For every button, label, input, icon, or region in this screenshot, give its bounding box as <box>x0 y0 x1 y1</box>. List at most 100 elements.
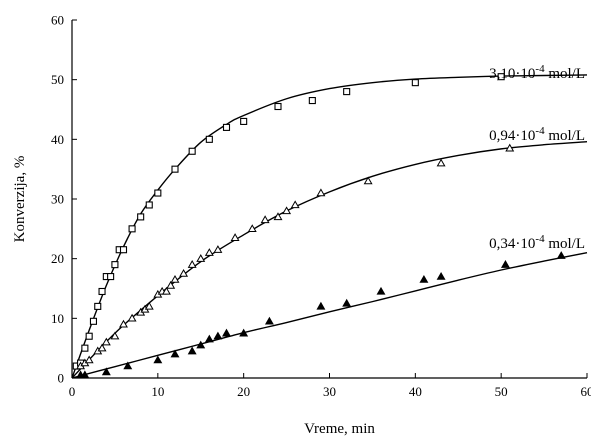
data-point-series-0 <box>119 246 128 254</box>
data-point-series-0 <box>308 97 316 105</box>
data-point-series-1 <box>166 280 176 289</box>
series-label-exponent: -4 <box>535 125 545 137</box>
data-point-series-2 <box>436 271 446 280</box>
data-point-series-2 <box>80 370 90 379</box>
data-point-series-1 <box>230 233 240 241</box>
data-point-series-1 <box>316 188 326 197</box>
data-point-series-1 <box>127 313 137 322</box>
data-point-series-1 <box>97 343 107 352</box>
series-label-1: 0,94·10-4 mol/L <box>489 125 585 144</box>
data-point-series-0 <box>128 225 136 233</box>
series-label-exponent: -4 <box>535 233 545 245</box>
data-point-series-0 <box>411 79 419 87</box>
data-point-series-0 <box>222 123 231 131</box>
data-point-series-1 <box>144 301 154 310</box>
fit-curves <box>71 74 588 379</box>
axes: 0 10 20 30 40 50 60 0 10 20 30 40 50 60 <box>51 13 591 400</box>
data-point-series-1 <box>196 254 206 262</box>
data-point-series-0 <box>107 273 115 281</box>
data-point-series-0 <box>171 165 179 173</box>
y-tick-label: 20 <box>51 251 64 266</box>
data-point-series-0 <box>274 102 282 111</box>
data-point-series-1 <box>247 224 257 233</box>
data-point-series-1 <box>170 274 180 283</box>
x-tick-label: 0 <box>69 384 76 399</box>
data-point-series-1 <box>505 143 515 152</box>
data-point-series-0 <box>111 261 119 269</box>
data-point-series-1 <box>187 260 197 268</box>
data-point-series-0 <box>85 332 93 340</box>
data-point-series-0 <box>137 213 145 221</box>
data-point-series-1 <box>213 245 223 253</box>
data-point-series-2 <box>153 355 163 364</box>
series-label-unit: mol/L <box>545 128 585 144</box>
y-axis-label: Konverzija, % <box>12 156 28 243</box>
data-point-series-1 <box>363 176 373 185</box>
y-tick-label: 10 <box>51 311 64 326</box>
series-label-2: 0,34·10-4 mol/L <box>489 233 585 252</box>
data-point-series-1 <box>179 268 189 277</box>
data-point-series-0 <box>154 189 162 197</box>
series-label-base: 3,10·10 <box>489 66 535 82</box>
series-labels: 3,10·10-4 mol/L0,94·10-4 mol/L0,34·10-4 … <box>489 63 585 252</box>
x-tick-label: 10 <box>151 384 164 399</box>
data-point-series-2 <box>316 301 326 310</box>
data-point-series-1 <box>273 212 283 221</box>
data-points <box>72 73 566 379</box>
x-tick-label: 60 <box>581 384 591 399</box>
series-label-unit: mol/L <box>545 236 585 252</box>
data-point-series-0 <box>205 135 213 143</box>
y-tick-label: 50 <box>51 72 64 87</box>
data-point-series-2 <box>101 367 111 376</box>
data-point-series-1 <box>290 200 300 209</box>
x-tick-label: 40 <box>409 384 422 399</box>
y-tick-label: 60 <box>51 13 64 28</box>
series-label-unit: mol/L <box>545 66 585 82</box>
data-point-series-2 <box>239 328 249 337</box>
data-point-series-0 <box>240 117 248 125</box>
series-label-0: 3,10·10-4 mol/L <box>489 63 585 82</box>
x-axis-label: Vreme, min <box>304 421 375 437</box>
data-point-series-1 <box>436 158 446 167</box>
x-tick-label: 20 <box>237 384 250 399</box>
fit-curve-1 <box>71 141 588 379</box>
y-tick-label: 30 <box>51 192 64 207</box>
data-point-series-2 <box>376 286 386 295</box>
data-point-series-2 <box>187 346 197 355</box>
data-point-series-2 <box>556 251 566 259</box>
data-point-series-1 <box>101 337 111 346</box>
data-point-series-2 <box>419 274 429 283</box>
series-label-base: 0,94·10 <box>489 128 535 144</box>
data-point-series-2 <box>500 260 510 268</box>
y-tick-label: 0 <box>58 371 65 386</box>
data-point-series-2 <box>213 331 223 340</box>
data-point-series-1 <box>84 355 94 364</box>
data-point-series-2 <box>170 349 180 358</box>
data-point-series-1 <box>119 319 128 328</box>
data-point-series-2 <box>264 316 274 325</box>
data-point-series-0 <box>188 147 196 155</box>
data-point-series-0 <box>94 302 102 310</box>
x-tick-label: 30 <box>323 384 336 399</box>
data-point-series-0 <box>497 73 505 81</box>
data-point-series-1 <box>260 215 270 224</box>
data-point-series-0 <box>89 317 98 325</box>
data-point-series-2 <box>342 298 352 307</box>
data-point-series-2 <box>123 361 133 370</box>
fit-curve-2 <box>71 252 588 379</box>
series-label-exponent: -4 <box>535 63 545 75</box>
data-point-series-2 <box>204 334 214 343</box>
series-label-base: 0,34·10 <box>489 236 535 252</box>
data-point-series-1 <box>161 286 171 295</box>
data-point-series-0 <box>81 344 89 352</box>
data-point-series-2 <box>196 340 206 349</box>
data-point-series-0 <box>343 88 351 96</box>
data-point-series-2 <box>222 328 231 337</box>
data-point-series-0 <box>98 287 106 296</box>
fit-curve-0 <box>71 74 588 379</box>
data-point-series-1 <box>204 248 214 256</box>
data-point-series-0 <box>145 201 153 209</box>
data-point-series-1 <box>282 206 292 215</box>
y-tick-label: 40 <box>51 132 64 147</box>
